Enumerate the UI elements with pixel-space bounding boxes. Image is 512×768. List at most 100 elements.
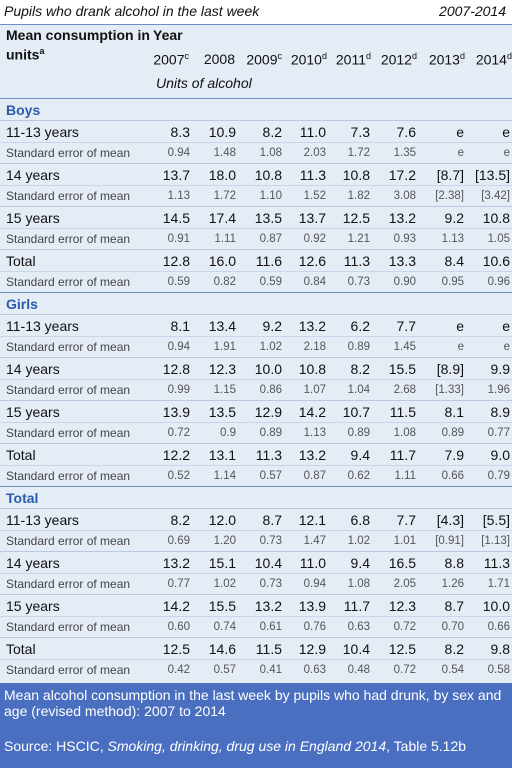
table-cell: 10.8 [482, 210, 510, 226]
table-cell: 16.5 [388, 555, 416, 571]
table-cell: 0.76 [303, 621, 326, 633]
table-cell: 10.6 [482, 253, 510, 269]
title-bar: Pupils who drank alcohol in the last wee… [0, 0, 512, 25]
table-cell: 0.77 [487, 427, 510, 439]
table-cell: 0.87 [259, 233, 282, 245]
table-cell: 0.69 [167, 535, 190, 547]
table-cell: 13.9 [162, 404, 190, 420]
table-cell: 15.5 [388, 361, 416, 377]
table-cell: 1.14 [213, 470, 236, 482]
row-label: Total [6, 641, 36, 657]
year-header: 2009c [232, 51, 282, 68]
year-header-text: 2009 [246, 51, 278, 68]
table-cell: 12.5 [162, 641, 190, 657]
table-cell: 10.4 [254, 555, 282, 571]
table-row: 14 years 12.8 12.3 10.0 10.8 8.2 15.5 [8.9] 9.9 [0, 357, 512, 380]
table-cell: 13.2 [298, 318, 326, 334]
table-cell: 8.1 [170, 318, 190, 334]
table-cell: 8.2 [262, 124, 282, 140]
standard-error-row: Standard error of mean 0.60 0.74 0.61 0.76 0.… [0, 616, 512, 638]
table-cell: 0.95 [441, 276, 464, 288]
table-cell: 13.1 [208, 447, 236, 463]
table-cell: [0.91] [435, 535, 464, 547]
table-cell: 2.68 [393, 384, 416, 396]
table-cell: 13.7 [162, 167, 190, 183]
table-row: 15 years 13.9 13.5 12.9 14.2 10.7 11.5 8.1 8.9 [0, 400, 512, 423]
table-cell: 15.5 [208, 598, 236, 614]
table-cell: 0.89 [441, 427, 464, 439]
table-cell: 0.86 [259, 384, 282, 396]
table-cell: 7.3 [350, 124, 370, 140]
table-cell: 9.9 [490, 361, 510, 377]
row-label: Standard error of mean [6, 189, 131, 203]
table-title: Pupils who drank alcohol in the last wee… [4, 3, 260, 19]
table-cell: 8.8 [444, 555, 464, 571]
year-header-note: d [321, 51, 327, 61]
table-row: 11-13 years 8.2 12.0 8.7 12.1 6.8 7.7 [4.3] [5.5… [0, 508, 512, 531]
table-cell: 0.73 [259, 535, 282, 547]
year-header: 2012d [367, 51, 417, 68]
table-cell: 1.01 [393, 535, 416, 547]
table-row: 11-13 years 8.1 13.4 9.2 13.2 6.2 7.7 e e [0, 314, 512, 337]
table-cell: 10.8 [254, 167, 282, 183]
table-cell: 1.26 [441, 578, 464, 590]
table-row: 14 years 13.2 15.1 10.4 11.0 9.4 16.5 8.8 11.3 [0, 551, 512, 574]
table-cell: 0.48 [347, 664, 370, 676]
row-label: Standard error of mean [6, 275, 131, 289]
year-header-text: 2010 [290, 51, 322, 68]
year-header: 2013d [415, 51, 465, 68]
year-header-text: 2007 [153, 51, 185, 68]
table-cell: 1.08 [259, 147, 282, 159]
table-cell: 12.2 [162, 447, 190, 463]
table-cell: 8.1 [444, 404, 464, 420]
row-label: Standard error of mean [6, 577, 131, 591]
table-cell: [2.38] [435, 190, 464, 202]
table-cell: 1.11 [214, 233, 236, 245]
table-cell: 17.2 [388, 167, 416, 183]
table-header: Mean consumption in unitsa Year 2007c 200… [0, 25, 512, 97]
table-cell: 12.8 [162, 253, 190, 269]
row-label: Standard error of mean [6, 534, 131, 548]
row-label: Standard error of mean [6, 340, 131, 354]
table-cell: 0.93 [393, 233, 416, 245]
standard-error-row: Standard error of mean 0.72 0.9 0.89 1.13 0.8… [0, 422, 512, 444]
table-cell: 13.5 [254, 210, 282, 226]
table-cell: 14.5 [162, 210, 190, 226]
table-cell: e [502, 124, 510, 140]
table-cell: 0.91 [167, 233, 190, 245]
standard-error-row: Standard error of mean 0.99 1.15 0.86 1.07 1.… [0, 379, 512, 401]
standard-error-row: Standard error of mean 1.13 1.72 1.10 1.52 1.… [0, 185, 512, 207]
table-cell: 8.7 [262, 512, 282, 528]
table-cell: 0.57 [259, 470, 282, 482]
table-cell: 2.05 [393, 578, 416, 590]
year-header: 2008 [185, 51, 235, 67]
year-header-note: d [459, 51, 465, 61]
standard-error-row: Standard error of mean 0.94 1.91 1.02 2.18 0.… [0, 336, 512, 358]
table-cell: 1.15 [213, 384, 236, 396]
table-cell: 0.79 [487, 470, 510, 482]
section-label: Girls [6, 296, 38, 312]
table-cell: 8.3 [170, 124, 190, 140]
table-cell: 1.35 [393, 147, 416, 159]
year-label: Year [153, 27, 183, 43]
table-cell: 10.4 [342, 641, 370, 657]
table-cell: 1.13 [441, 233, 464, 245]
table-cell: 9.4 [350, 555, 370, 571]
table-cell: 1.07 [303, 384, 326, 396]
table-cell: 1.82 [347, 190, 370, 202]
table-cell: 0.70 [441, 621, 464, 633]
year-header-text: 2012 [380, 51, 412, 68]
table-cell: 0.54 [441, 664, 464, 676]
table-cell: 13.9 [298, 598, 326, 614]
table-cell: 1.11 [394, 470, 416, 482]
table-cell: 0.92 [303, 233, 326, 245]
table-cell: 0.60 [167, 621, 190, 633]
table-cell: 0.89 [347, 427, 370, 439]
table-cell: 15.1 [208, 555, 236, 571]
table-cell: 11.3 [299, 167, 326, 183]
table-cell: 6.2 [350, 318, 370, 334]
table-cell: 9.4 [350, 447, 370, 463]
table-cell: 9.2 [444, 210, 464, 226]
table-cell: 13.5 [208, 404, 236, 420]
standard-error-row: Standard error of mean 0.59 0.82 0.59 0.84 0.… [0, 271, 512, 293]
